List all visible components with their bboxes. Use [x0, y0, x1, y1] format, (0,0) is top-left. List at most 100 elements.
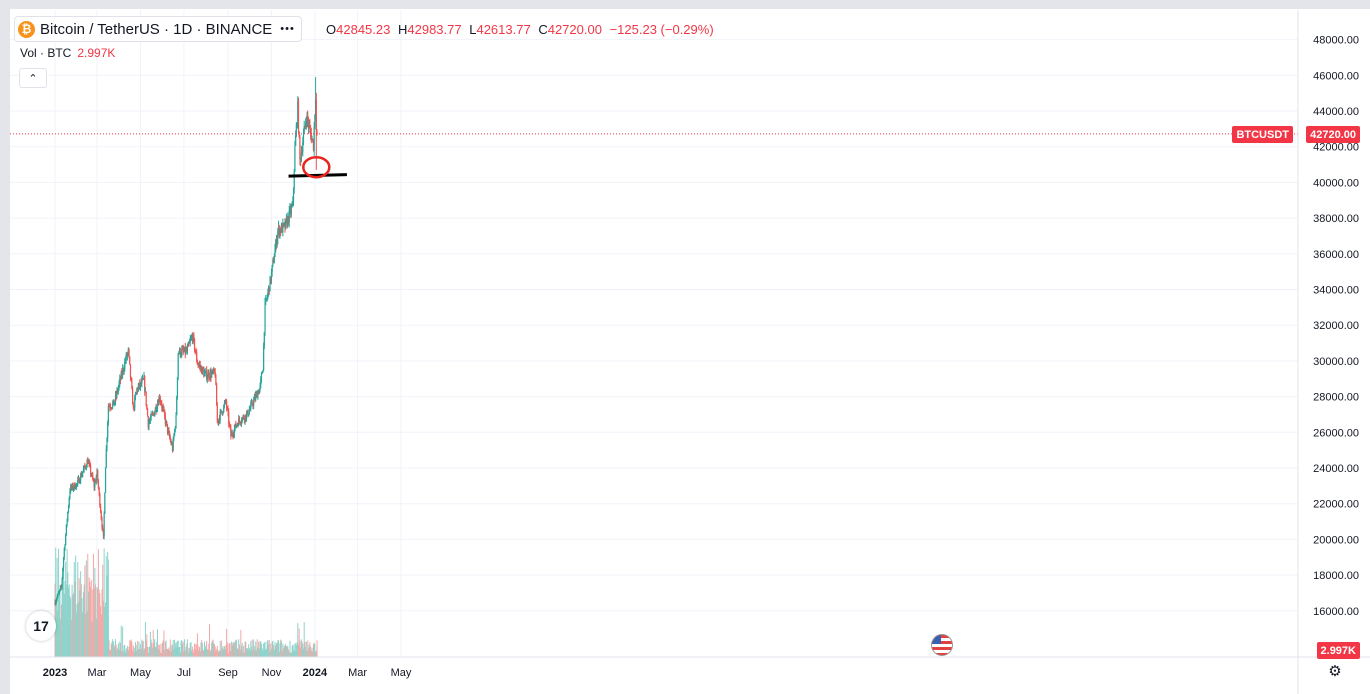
candle-body: [168, 430, 170, 433]
candle-body: [137, 386, 139, 391]
candle-body: [283, 222, 285, 224]
candle-body: [221, 410, 223, 413]
candle-body: [122, 368, 124, 372]
candle-body: [56, 596, 58, 600]
symbol-title[interactable]: Bitcoin / TetherUS · 1D · BINANCE: [40, 20, 273, 38]
volume-bar: [197, 645, 199, 657]
volume-bar: [231, 641, 233, 657]
candle-body: [128, 348, 130, 357]
candle-body: [140, 382, 142, 385]
collapse-legend-button[interactable]: ⌃: [19, 68, 47, 88]
candle-body: [183, 347, 186, 352]
symbol-legend[interactable]: ₿ Bitcoin / TetherUS · 1D · BINANCE •••: [14, 16, 302, 42]
ohlc-values: O42845.23 H42983.77 L42613.77 C42720.00 …: [326, 22, 714, 37]
candle-body: [133, 406, 135, 409]
volume-legend[interactable]: Vol · BTC 2.997K: [20, 46, 115, 60]
candle-body: [277, 230, 279, 239]
volume-bar: [138, 641, 140, 657]
candle-body: [134, 394, 137, 398]
price-axis[interactable]: 48000.00 46000.00 44000.00 42000.00 40000.00…: [1297, 10, 1359, 694]
candle-body: [191, 336, 194, 341]
candle-body: [101, 519, 103, 528]
candle-body: [186, 346, 189, 352]
candle-body: [120, 371, 122, 380]
candle-body: [197, 364, 199, 366]
volume-bar: [228, 643, 230, 657]
volume-bar: [311, 647, 313, 657]
volume-bar: [156, 641, 158, 657]
settings-gear-icon[interactable]: ⚙: [1328, 663, 1342, 680]
candle-body: [244, 414, 246, 421]
us-flag-events-icon[interactable]: [931, 634, 953, 656]
candle-body: [146, 404, 148, 409]
candle-body: [292, 200, 294, 206]
candle-body: [304, 125, 306, 127]
volume-bar: [107, 559, 109, 657]
volume-bar: [316, 640, 318, 657]
candle-body: [282, 223, 284, 233]
candle-body: [305, 123, 307, 125]
volume-bar: [298, 644, 300, 657]
candle-body: [143, 376, 145, 380]
last-price-tag: 42720.00: [1306, 126, 1360, 143]
volume-bar: [255, 650, 257, 657]
candle-body: [74, 483, 76, 489]
candle-body: [169, 432, 171, 438]
candle-body: [260, 373, 263, 380]
volume-bar: [208, 643, 210, 657]
tradingview-logo-icon[interactable]: 17: [26, 611, 56, 641]
candle-body: [88, 462, 90, 464]
volume-bar: [93, 588, 95, 657]
candle-body: [267, 292, 269, 297]
candle-body: [301, 152, 303, 154]
candle-body: [250, 401, 253, 404]
candle-body: [296, 124, 298, 126]
volume-bar: [106, 575, 108, 657]
candle-body: [156, 408, 158, 412]
candle-body: [214, 372, 216, 377]
candle-body: [306, 115, 308, 124]
volume-bar: [137, 649, 139, 657]
time-axis[interactable]: 2023 Mar May Jul Sep Nov 2024 Mar May: [10, 656, 1370, 679]
candle-body: [257, 392, 259, 399]
candle-body: [85, 466, 87, 468]
support-line: [288, 173, 347, 178]
candle-body: [208, 372, 210, 379]
volume-bar: [144, 648, 146, 657]
volume-bar: [227, 644, 229, 657]
change-value: −125.23 (−0.29%): [609, 22, 714, 37]
candle-body: [181, 348, 184, 350]
volume-bar: [87, 553, 89, 657]
volume-bar: [142, 641, 144, 657]
more-options-icon[interactable]: •••: [280, 23, 295, 35]
candle-body: [122, 368, 124, 376]
volume-bar: [118, 649, 120, 657]
candle-body: [169, 437, 171, 441]
volume-bar: [179, 652, 181, 657]
candle-body: [57, 593, 59, 597]
volume-bar: [151, 643, 153, 657]
volume-bar: [164, 650, 166, 657]
candle-body: [307, 121, 310, 128]
candle-body: [76, 483, 78, 485]
candle-body: [192, 334, 194, 341]
volume-bar: [267, 640, 269, 657]
volume-bar: [85, 560, 87, 657]
candle-body: [94, 481, 97, 483]
volume-bar: [241, 642, 243, 657]
volume-bar: [73, 593, 75, 657]
volume-bar: [288, 651, 290, 657]
volume-bar: [134, 647, 136, 657]
candle-body: [73, 483, 75, 488]
candle-body: [228, 412, 230, 424]
candle-body: [139, 382, 142, 387]
candle-body: [300, 159, 302, 161]
candle-body: [97, 469, 99, 482]
candle-body: [232, 434, 234, 436]
candle-body: [104, 492, 106, 514]
candle-body: [291, 205, 293, 207]
volume-bar: [234, 641, 236, 657]
candle-body: [174, 427, 176, 430]
candle-body: [285, 218, 287, 220]
